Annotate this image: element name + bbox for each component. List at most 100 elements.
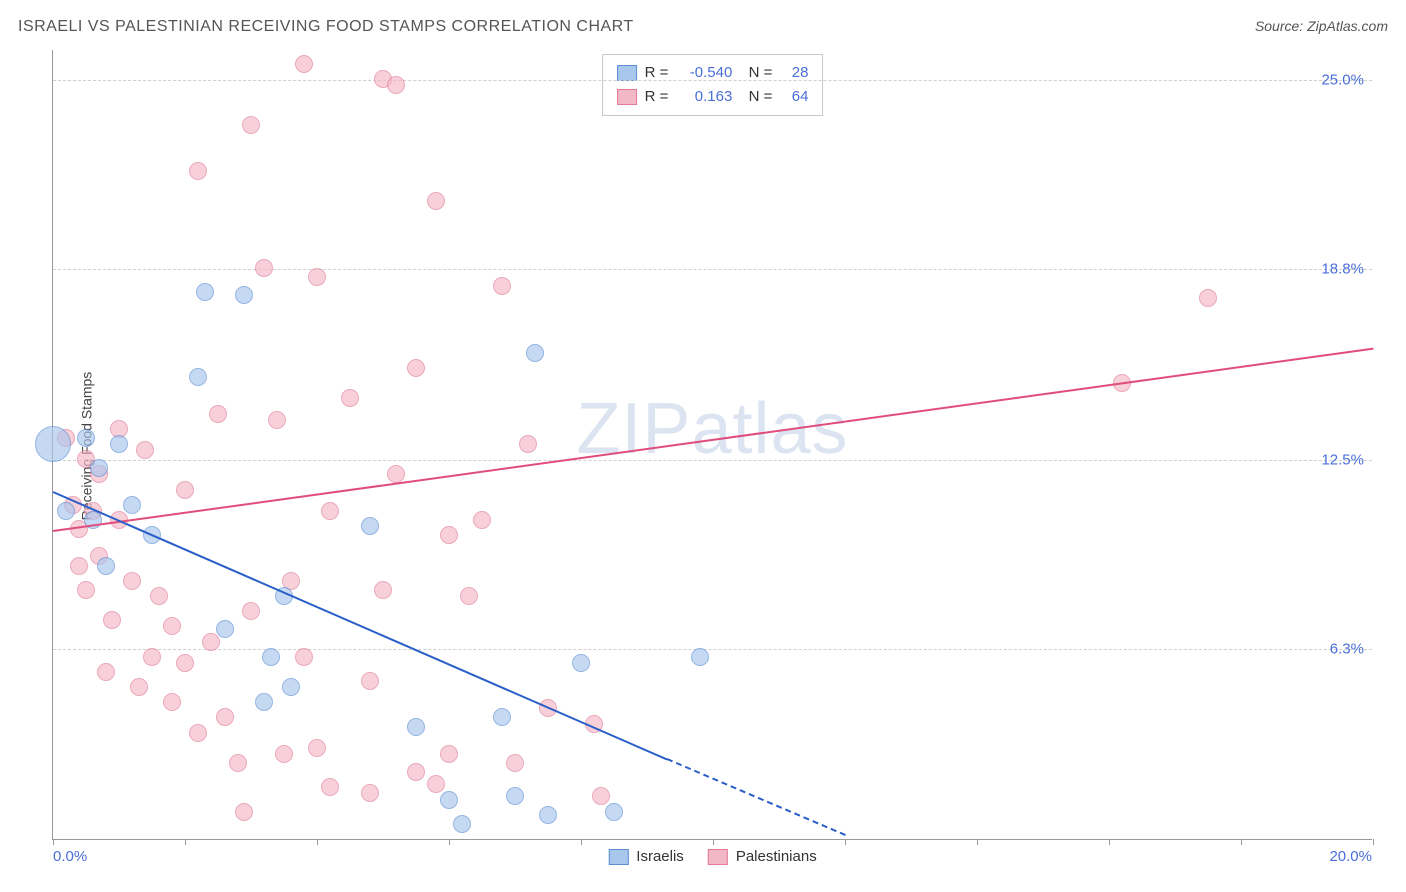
x-tick (845, 839, 846, 845)
palestinians-point (519, 435, 537, 453)
r-value-israelis: -0.540 (676, 61, 732, 85)
israelis-point (57, 502, 75, 520)
x-tick (53, 839, 54, 845)
israelis-point (506, 787, 524, 805)
palestinians-point (216, 708, 234, 726)
palestinians-point (70, 557, 88, 575)
chart-plot-area: ZIPatlas R = -0.540 N = 28 R = 0.163 N =… (52, 50, 1372, 840)
palestinians-point (407, 763, 425, 781)
palestinians-point (103, 611, 121, 629)
palestinians-point (242, 602, 260, 620)
palestinians-point (123, 572, 141, 590)
swatch-palestinians-2 (708, 849, 728, 865)
palestinians-point (136, 441, 154, 459)
palestinians-point (493, 277, 511, 295)
palestinians-point (176, 481, 194, 499)
palestinians-point (295, 648, 313, 666)
palestinians-point (295, 55, 313, 73)
israelis-point (235, 286, 253, 304)
legend-row-israelis: R = -0.540 N = 28 (617, 61, 809, 85)
palestinians-point (341, 389, 359, 407)
palestinians-point (163, 693, 181, 711)
palestinians-point (374, 581, 392, 599)
palestinians-point (229, 754, 247, 772)
legend-label-israelis: Israelis (636, 848, 684, 865)
correlation-legend: R = -0.540 N = 28 R = 0.163 N = 64 (602, 54, 824, 116)
trendline-palestinians (53, 348, 1373, 532)
x-axis-min-label: 0.0% (53, 848, 87, 865)
palestinians-point (407, 359, 425, 377)
y-tick-label: 25.0% (1321, 72, 1364, 89)
palestinians-point (255, 259, 273, 277)
israelis-point (526, 344, 544, 362)
palestinians-point (189, 162, 207, 180)
israelis-point (539, 806, 557, 824)
gridline (53, 460, 1372, 461)
swatch-israelis (617, 65, 637, 81)
palestinians-point (143, 648, 161, 666)
palestinians-point (163, 617, 181, 635)
x-tick (713, 839, 714, 845)
y-tick-label: 6.3% (1330, 640, 1364, 657)
palestinians-point (321, 502, 339, 520)
x-tick (185, 839, 186, 845)
x-tick (581, 839, 582, 845)
x-tick (1109, 839, 1110, 845)
palestinians-point (427, 192, 445, 210)
gridline (53, 80, 1372, 81)
series-legend: Israelis Palestinians (608, 848, 816, 865)
x-tick (1373, 839, 1374, 845)
legend-item-palestinians: Palestinians (708, 848, 817, 865)
israelis-point (493, 708, 511, 726)
legend-row-palestinians: R = 0.163 N = 64 (617, 85, 809, 109)
israelis-point (110, 435, 128, 453)
palestinians-point (150, 587, 168, 605)
palestinians-point (308, 739, 326, 757)
israelis-point (216, 620, 234, 638)
palestinians-point (308, 268, 326, 286)
palestinians-point (189, 724, 207, 742)
israelis-point (90, 459, 108, 477)
israelis-point (453, 815, 471, 833)
israelis-point (605, 803, 623, 821)
source-label: Source: ZipAtlas.com (1255, 18, 1388, 34)
x-axis-max-label: 20.0% (1329, 848, 1372, 865)
palestinians-point (361, 672, 379, 690)
israelis-point (407, 718, 425, 736)
palestinians-point (387, 76, 405, 94)
palestinians-point (361, 784, 379, 802)
palestinians-point (460, 587, 478, 605)
palestinians-point (242, 116, 260, 134)
y-tick-label: 12.5% (1321, 452, 1364, 469)
palestinians-point (440, 526, 458, 544)
palestinians-point (440, 745, 458, 763)
r-value-palestinians: 0.163 (676, 85, 732, 109)
swatch-israelis-2 (608, 849, 628, 865)
israelis-point (77, 429, 95, 447)
x-tick (449, 839, 450, 845)
gridline (53, 269, 1372, 270)
israelis-point (255, 693, 273, 711)
x-tick (1241, 839, 1242, 845)
palestinians-point (97, 663, 115, 681)
legend-item-israelis: Israelis (608, 848, 684, 865)
israelis-point (572, 654, 590, 672)
israelis-point (262, 648, 280, 666)
chart-title: ISRAELI VS PALESTINIAN RECEIVING FOOD ST… (18, 18, 634, 36)
gridline (53, 649, 1372, 650)
palestinians-point (592, 787, 610, 805)
trendline-israelis-dashed (666, 758, 845, 836)
palestinians-point (77, 581, 95, 599)
watermark: ZIPatlas (576, 388, 848, 470)
palestinians-point (473, 511, 491, 529)
palestinians-point (268, 411, 286, 429)
legend-label-palestinians: Palestinians (736, 848, 817, 865)
palestinians-point (321, 778, 339, 796)
israelis-point (123, 496, 141, 514)
israelis-point (196, 283, 214, 301)
n-value-israelis: 28 (780, 61, 808, 85)
palestinians-point (275, 745, 293, 763)
palestinians-point (1199, 289, 1217, 307)
israelis-point (361, 517, 379, 535)
n-value-palestinians: 64 (780, 85, 808, 109)
